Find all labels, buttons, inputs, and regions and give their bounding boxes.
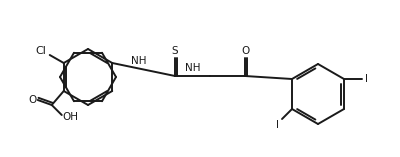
Text: NH: NH xyxy=(185,63,200,73)
Text: O: O xyxy=(29,95,37,105)
Text: Cl: Cl xyxy=(35,46,46,56)
Text: OH: OH xyxy=(63,112,79,122)
Text: O: O xyxy=(241,46,249,56)
Text: NH: NH xyxy=(131,57,146,67)
Text: I: I xyxy=(366,74,368,84)
Text: I: I xyxy=(276,120,278,130)
Text: S: S xyxy=(172,46,178,56)
